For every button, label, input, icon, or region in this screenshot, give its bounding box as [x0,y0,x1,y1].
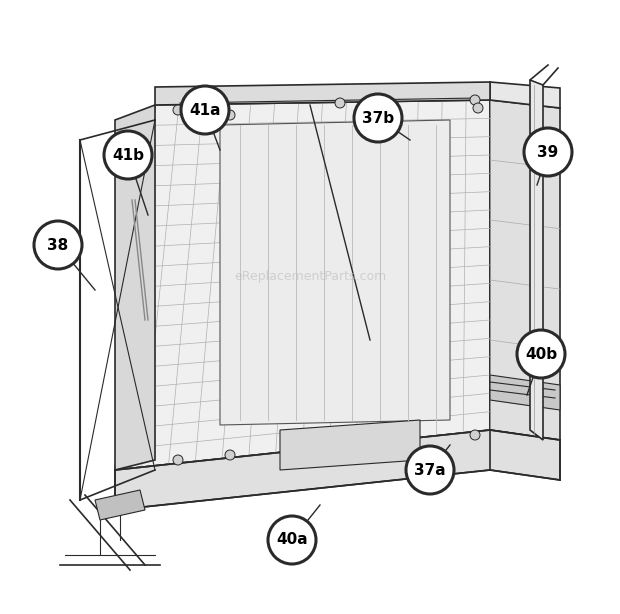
Circle shape [104,131,152,179]
Polygon shape [530,80,543,440]
Circle shape [173,455,183,465]
Circle shape [225,450,235,460]
Polygon shape [115,430,560,510]
Circle shape [173,105,183,115]
Polygon shape [155,82,490,105]
Circle shape [524,128,572,176]
Text: 39: 39 [538,144,559,160]
Circle shape [335,98,345,108]
Circle shape [34,221,82,269]
Circle shape [470,95,480,105]
Text: 40a: 40a [276,532,308,548]
Text: 38: 38 [47,238,69,252]
Polygon shape [220,120,450,425]
Circle shape [354,94,402,142]
Circle shape [181,86,229,134]
Circle shape [517,330,565,378]
Circle shape [225,110,235,120]
Text: 37b: 37b [362,111,394,125]
Text: 40b: 40b [525,346,557,362]
Polygon shape [490,82,560,108]
Polygon shape [95,490,145,520]
Polygon shape [280,420,420,470]
Circle shape [473,103,483,113]
Polygon shape [490,375,560,410]
Polygon shape [115,105,155,470]
Polygon shape [115,100,490,470]
Circle shape [268,516,316,564]
Text: eReplacementParts.com: eReplacementParts.com [234,270,386,283]
Text: 37a: 37a [414,462,446,478]
Circle shape [470,430,480,440]
Text: 41b: 41b [112,147,144,163]
Text: 41a: 41a [189,103,221,117]
Circle shape [406,446,454,494]
Polygon shape [490,100,560,440]
